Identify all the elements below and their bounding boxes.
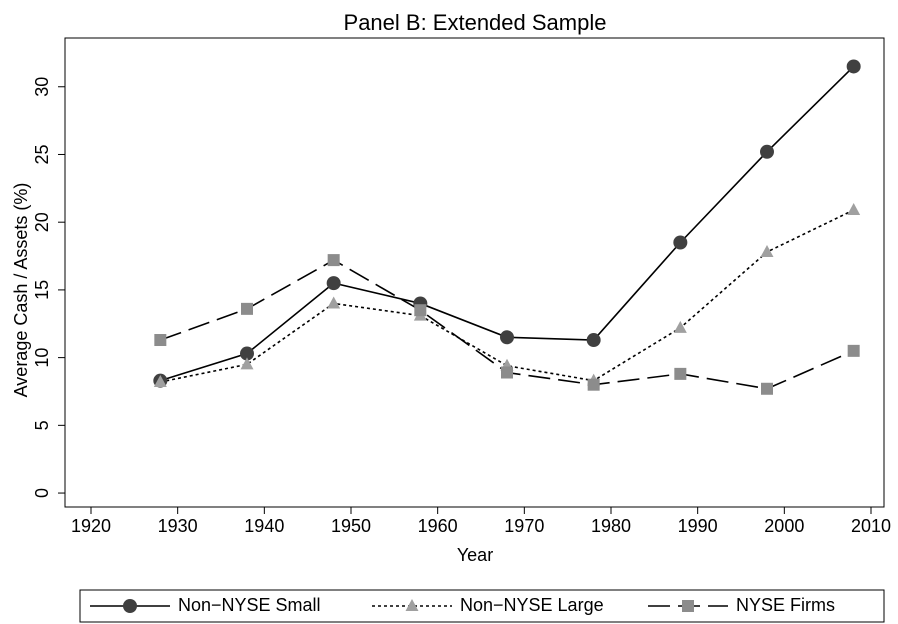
x-tick-label: 1920: [71, 516, 111, 536]
chart-title: Panel B: Extended Sample: [344, 10, 607, 35]
marker: [761, 382, 773, 395]
x-tick-label: 1970: [504, 516, 544, 536]
x-tick-label: 1930: [158, 516, 198, 536]
y-tick-label: 25: [32, 144, 52, 164]
marker: [414, 304, 427, 317]
y-tick-label: 15: [32, 280, 52, 300]
legend-marker: [405, 599, 419, 611]
series-line: [160, 209, 855, 383]
legend-label: Non−NYSE Small: [178, 595, 321, 615]
legend-label: NYSE Firms: [736, 595, 835, 615]
marker: [154, 334, 167, 347]
marker: [760, 244, 774, 257]
x-tick-label: 2000: [764, 516, 804, 536]
y-tick-label: 10: [32, 348, 52, 368]
legend-box: [79, 589, 885, 623]
marker: [241, 302, 253, 315]
marker: [846, 59, 861, 74]
marker: [326, 276, 341, 291]
legend-marker: [682, 600, 694, 612]
x-tick-label: 1950: [331, 516, 371, 536]
marker: [673, 320, 687, 333]
y-tick-label: 5: [32, 420, 52, 430]
marker: [586, 333, 601, 348]
legend-label: Non−NYSE Large: [460, 595, 604, 615]
x-tick-label: 1940: [244, 516, 284, 536]
marker: [587, 378, 600, 391]
marker: [327, 296, 341, 309]
plot-frame: [64, 37, 885, 508]
x-tick-label: 2010: [851, 516, 891, 536]
marker: [240, 357, 254, 370]
x-axis-label: Year: [457, 545, 493, 565]
marker: [760, 144, 774, 159]
marker: [847, 202, 861, 215]
marker: [240, 346, 254, 361]
x-tick-label: 1980: [591, 516, 631, 536]
y-tick-label: 20: [32, 212, 52, 232]
legend-marker: [123, 599, 137, 613]
marker: [500, 330, 514, 345]
marker: [674, 367, 687, 380]
marker: [327, 254, 340, 267]
marker: [501, 366, 513, 379]
y-axis-label: Average Cash / Assets (%): [11, 183, 31, 398]
marker: [673, 235, 688, 250]
x-tick-label: 1990: [678, 516, 718, 536]
x-tick-label: 1960: [418, 516, 458, 536]
marker: [153, 374, 167, 387]
y-tick-label: 30: [32, 77, 52, 97]
marker: [847, 344, 860, 357]
y-tick-label: 0: [32, 488, 52, 498]
